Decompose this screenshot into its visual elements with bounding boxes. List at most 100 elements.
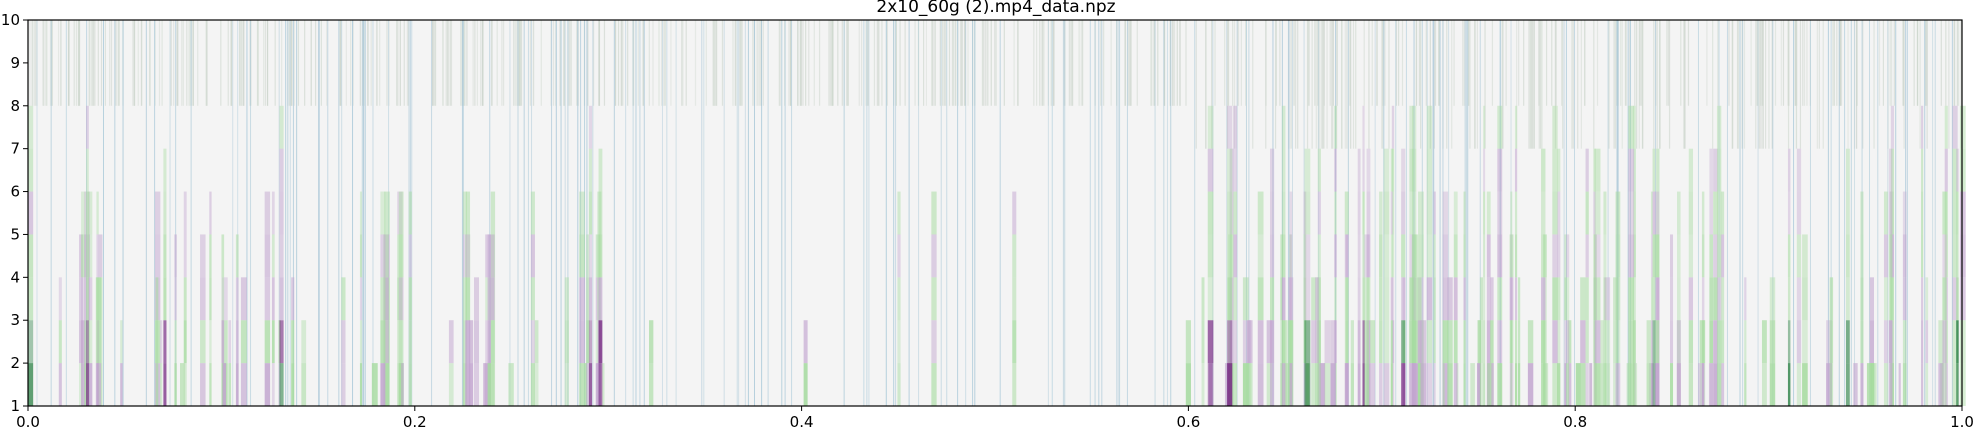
burst-cell bbox=[81, 191, 86, 235]
burst-cell bbox=[359, 363, 363, 406]
burst-cell bbox=[465, 234, 471, 278]
texture-cell bbox=[1687, 20, 1690, 106]
burst-cell bbox=[1888, 363, 1893, 406]
texture-cell bbox=[716, 20, 718, 106]
texture-cell bbox=[75, 20, 78, 106]
texture-cell bbox=[1728, 20, 1730, 106]
burst-cell bbox=[1269, 148, 1275, 192]
texture-cell bbox=[627, 20, 629, 106]
texture-cell bbox=[931, 20, 933, 106]
texture-cell bbox=[1680, 20, 1682, 106]
burst-cell bbox=[1701, 320, 1705, 364]
texture-cell bbox=[1100, 20, 1102, 106]
burst-cell bbox=[1185, 363, 1191, 406]
stripe-mark bbox=[580, 20, 582, 406]
stripe-mark bbox=[523, 20, 525, 406]
texture-cell bbox=[291, 20, 293, 106]
burst-cell bbox=[803, 363, 808, 406]
burst-cell bbox=[1453, 320, 1458, 364]
burst-cell bbox=[1720, 277, 1725, 321]
burst-cell bbox=[1613, 320, 1619, 364]
burst-cell bbox=[1517, 363, 1521, 406]
burst-cell bbox=[483, 363, 486, 406]
texture-cell bbox=[987, 20, 989, 106]
texture-cell bbox=[1314, 20, 1316, 106]
stripe-mark bbox=[1726, 20, 1728, 406]
burst-cell bbox=[1442, 277, 1449, 321]
stripe-mark bbox=[1627, 20, 1629, 406]
texture-cell bbox=[1818, 20, 1820, 149]
stripe-mark bbox=[1854, 20, 1856, 406]
burst-cell bbox=[1796, 148, 1802, 192]
texture-cell bbox=[263, 20, 265, 106]
texture-cell bbox=[97, 20, 99, 106]
burst-cell bbox=[1362, 277, 1365, 321]
texture-cell bbox=[110, 20, 113, 106]
burst-cell bbox=[1942, 320, 1947, 364]
burst-cell bbox=[86, 105, 89, 149]
chart-title: 2x10_60g (2).mp4_data.npz bbox=[876, 0, 1115, 17]
burst-cell bbox=[1370, 363, 1376, 406]
texture-cell bbox=[886, 20, 888, 106]
burst-cell bbox=[579, 363, 585, 406]
texture-cell bbox=[463, 20, 465, 106]
burst-cell bbox=[1207, 363, 1214, 406]
burst-cell bbox=[1744, 320, 1747, 364]
burst-cell bbox=[1497, 105, 1503, 149]
stripe-mark bbox=[564, 20, 566, 406]
burst-cell bbox=[1487, 363, 1493, 406]
stripe-mark bbox=[1170, 20, 1172, 406]
stripe-mark bbox=[1248, 20, 1250, 406]
burst-cell bbox=[86, 191, 89, 235]
texture-cell bbox=[932, 20, 934, 106]
texture-cell bbox=[1584, 20, 1586, 106]
burst-cell bbox=[240, 277, 247, 321]
burst-cell bbox=[1589, 363, 1593, 406]
burst-cell bbox=[200, 277, 206, 321]
burst-cell bbox=[1363, 363, 1370, 406]
texture-cell bbox=[43, 20, 45, 106]
burst-cell bbox=[159, 363, 163, 406]
texture-cell bbox=[186, 20, 188, 106]
burst-cell bbox=[81, 320, 86, 364]
burst-cell bbox=[1956, 191, 1959, 235]
burst-cell bbox=[88, 191, 93, 235]
burst-cell bbox=[1956, 277, 1959, 321]
burst-cell bbox=[1334, 191, 1337, 235]
stripe-mark bbox=[327, 20, 329, 406]
burst-cell bbox=[1233, 320, 1238, 364]
burst-cell bbox=[1317, 363, 1321, 406]
burst-cell bbox=[1633, 320, 1636, 364]
texture-cell bbox=[274, 20, 276, 106]
texture-cell bbox=[403, 20, 405, 106]
burst-cell bbox=[1845, 234, 1850, 278]
texture-cell bbox=[1761, 20, 1763, 149]
texture-cell bbox=[1275, 20, 1277, 106]
burst-cell bbox=[1853, 363, 1858, 406]
texture-cell bbox=[465, 20, 467, 106]
burst-cell bbox=[1201, 277, 1205, 321]
burst-cell bbox=[209, 277, 212, 321]
stripe-mark bbox=[781, 20, 783, 406]
texture-cell bbox=[1759, 20, 1761, 149]
burst-cell bbox=[1334, 320, 1337, 364]
burst-cell bbox=[1311, 320, 1317, 364]
texture-cell bbox=[474, 20, 476, 106]
burst-cell bbox=[1802, 320, 1808, 364]
texture-cell bbox=[756, 20, 758, 106]
texture-cell bbox=[379, 20, 381, 106]
texture-cell bbox=[1806, 20, 1808, 106]
texture-cell bbox=[569, 20, 571, 106]
stripe-mark bbox=[592, 20, 594, 406]
texture-cell bbox=[867, 20, 869, 106]
burst-cell bbox=[1716, 320, 1722, 364]
stripe-mark bbox=[1383, 20, 1385, 406]
texture-cell bbox=[1653, 20, 1655, 149]
texture-cell bbox=[681, 20, 683, 106]
stripe-mark bbox=[285, 20, 287, 406]
texture-cell bbox=[922, 20, 925, 106]
texture-cell bbox=[1919, 20, 1921, 149]
texture-cell bbox=[1237, 20, 1240, 106]
stripe-mark bbox=[517, 20, 519, 406]
burst-cell bbox=[221, 234, 225, 278]
